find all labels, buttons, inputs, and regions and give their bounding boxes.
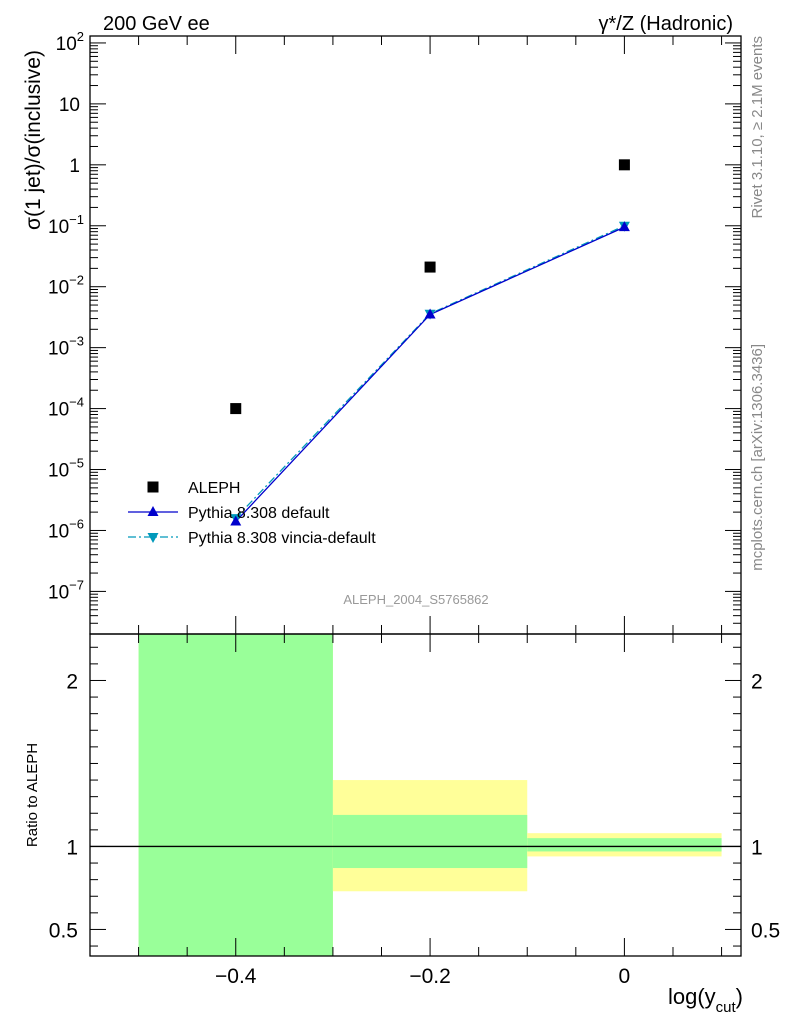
pythia-default-point-3 <box>618 221 630 232</box>
main-y-tick-label-7: 10−1 <box>48 212 84 238</box>
main-y-tick-label-3: 10−5 <box>48 456 84 482</box>
main-y-tick-label-9: 10 <box>59 95 80 116</box>
main-y-tick-base-10: 10 <box>56 34 77 55</box>
x-axis-label-close: ) <box>736 984 743 1009</box>
ratio-y-tick-label-left-1: 0.5 <box>49 919 78 942</box>
legend-label-2: Pythia 8.308 default <box>188 505 330 522</box>
ratio-y-tick-label-left-2: 1 <box>66 836 78 859</box>
ratio-stat-band-2 <box>332 814 528 869</box>
main-y-tick-label-10: 102 <box>56 29 84 55</box>
panel-frames <box>89 35 742 957</box>
aleph-point-2 <box>424 261 436 273</box>
main-y-tick-label-2: 10−6 <box>48 516 84 542</box>
ratio-stat-band-3 <box>527 838 722 852</box>
main-y-tick-label-5: 10−3 <box>48 334 84 360</box>
legend-pythia-vincia-marker <box>147 533 159 543</box>
aleph-point-1 <box>230 403 242 415</box>
main-y-tick-exponent-1: −7 <box>69 577 84 592</box>
main-y-tick-base-7: 10 <box>48 217 69 238</box>
watermark-label: ALEPH_2004_S5765862 <box>343 592 488 607</box>
ratio-panel-frame <box>89 633 742 957</box>
main-y-tick-base-4: 10 <box>48 400 69 421</box>
x-axis-label: log(ycut) <box>668 984 743 1016</box>
main-y-tick-exponent-4: −4 <box>69 395 84 410</box>
main-y-tick-exponent-10: 2 <box>77 29 84 44</box>
main-y-tick-base-9: 10 <box>59 95 80 116</box>
main-y-tick-base-3: 10 <box>48 461 69 482</box>
main-y-tick-label-1: 10−7 <box>48 577 84 603</box>
ratio-y-tick-label-right-2: 1 <box>751 836 763 859</box>
x-axis-label-main: log(y <box>668 984 716 1009</box>
header-right-title: γ*/Z (Hadronic) <box>599 13 733 35</box>
main-y-tick-exponent-7: −1 <box>69 212 84 227</box>
ratio-y-tick-label-left-3: 2 <box>66 670 78 693</box>
ratio-y-axis-label: Ratio to ALEPH <box>24 743 41 847</box>
ratio-y-tick-label-right-1: 0.5 <box>751 919 780 942</box>
main-y-tick-exponent-5: −3 <box>69 334 84 349</box>
rivet-side-label: Rivet 3.1.10, ≥ 2.1M events <box>749 36 766 219</box>
pythia-default-point-2 <box>424 308 436 319</box>
aleph-point-3 <box>618 159 630 171</box>
main-y-tick-exponent-2: −6 <box>69 516 84 531</box>
main-y-tick-exponent-6: −2 <box>69 273 84 288</box>
legend: ALEPH Pythia 8.308 default Pythia 8.308 vi… <box>128 480 376 547</box>
legend-aleph-marker <box>147 481 159 493</box>
main-y-tick-label-6: 10−2 <box>48 273 84 299</box>
legend-label-3: Pythia 8.308 vincia-default <box>188 530 376 547</box>
x-tick-label-1: −0.4 <box>215 965 257 988</box>
ratio-stat-band-1 <box>138 634 333 956</box>
x-axis-label-subscript: cut <box>716 999 737 1016</box>
main-series <box>230 159 630 526</box>
main-y-tick-base-8: 1 <box>69 156 80 177</box>
x-tick-label-2: −0.2 <box>409 965 450 988</box>
pythia-default-point-1 <box>230 515 242 526</box>
main-y-tick-label-4: 10−4 <box>48 395 84 421</box>
main-y-tick-base-6: 10 <box>48 278 69 299</box>
main-y-tick-base-2: 10 <box>48 521 69 542</box>
main-y-axis-label: σ(1 jet)/σ(inclusive) <box>22 50 45 230</box>
header-left-title: 200 GeV ee <box>103 13 210 35</box>
main-y-tick-base-1: 10 <box>48 582 69 603</box>
legend-label-1: ALEPH <box>188 480 240 497</box>
main-y-tick-base-5: 10 <box>48 339 69 360</box>
main-y-tick-label-8: 1 <box>69 156 80 177</box>
main-y-tick-exponent-3: −5 <box>69 456 84 471</box>
x-tick-label-3: 0 <box>619 965 631 988</box>
ratio-y-tick-label-right-3: 2 <box>751 670 763 693</box>
ratio-bands <box>90 634 741 956</box>
mcplots-side-label: mcplots.cern.ch [arXiv:1306.3436] <box>749 344 766 571</box>
legend-pythia-default-marker <box>147 506 159 516</box>
